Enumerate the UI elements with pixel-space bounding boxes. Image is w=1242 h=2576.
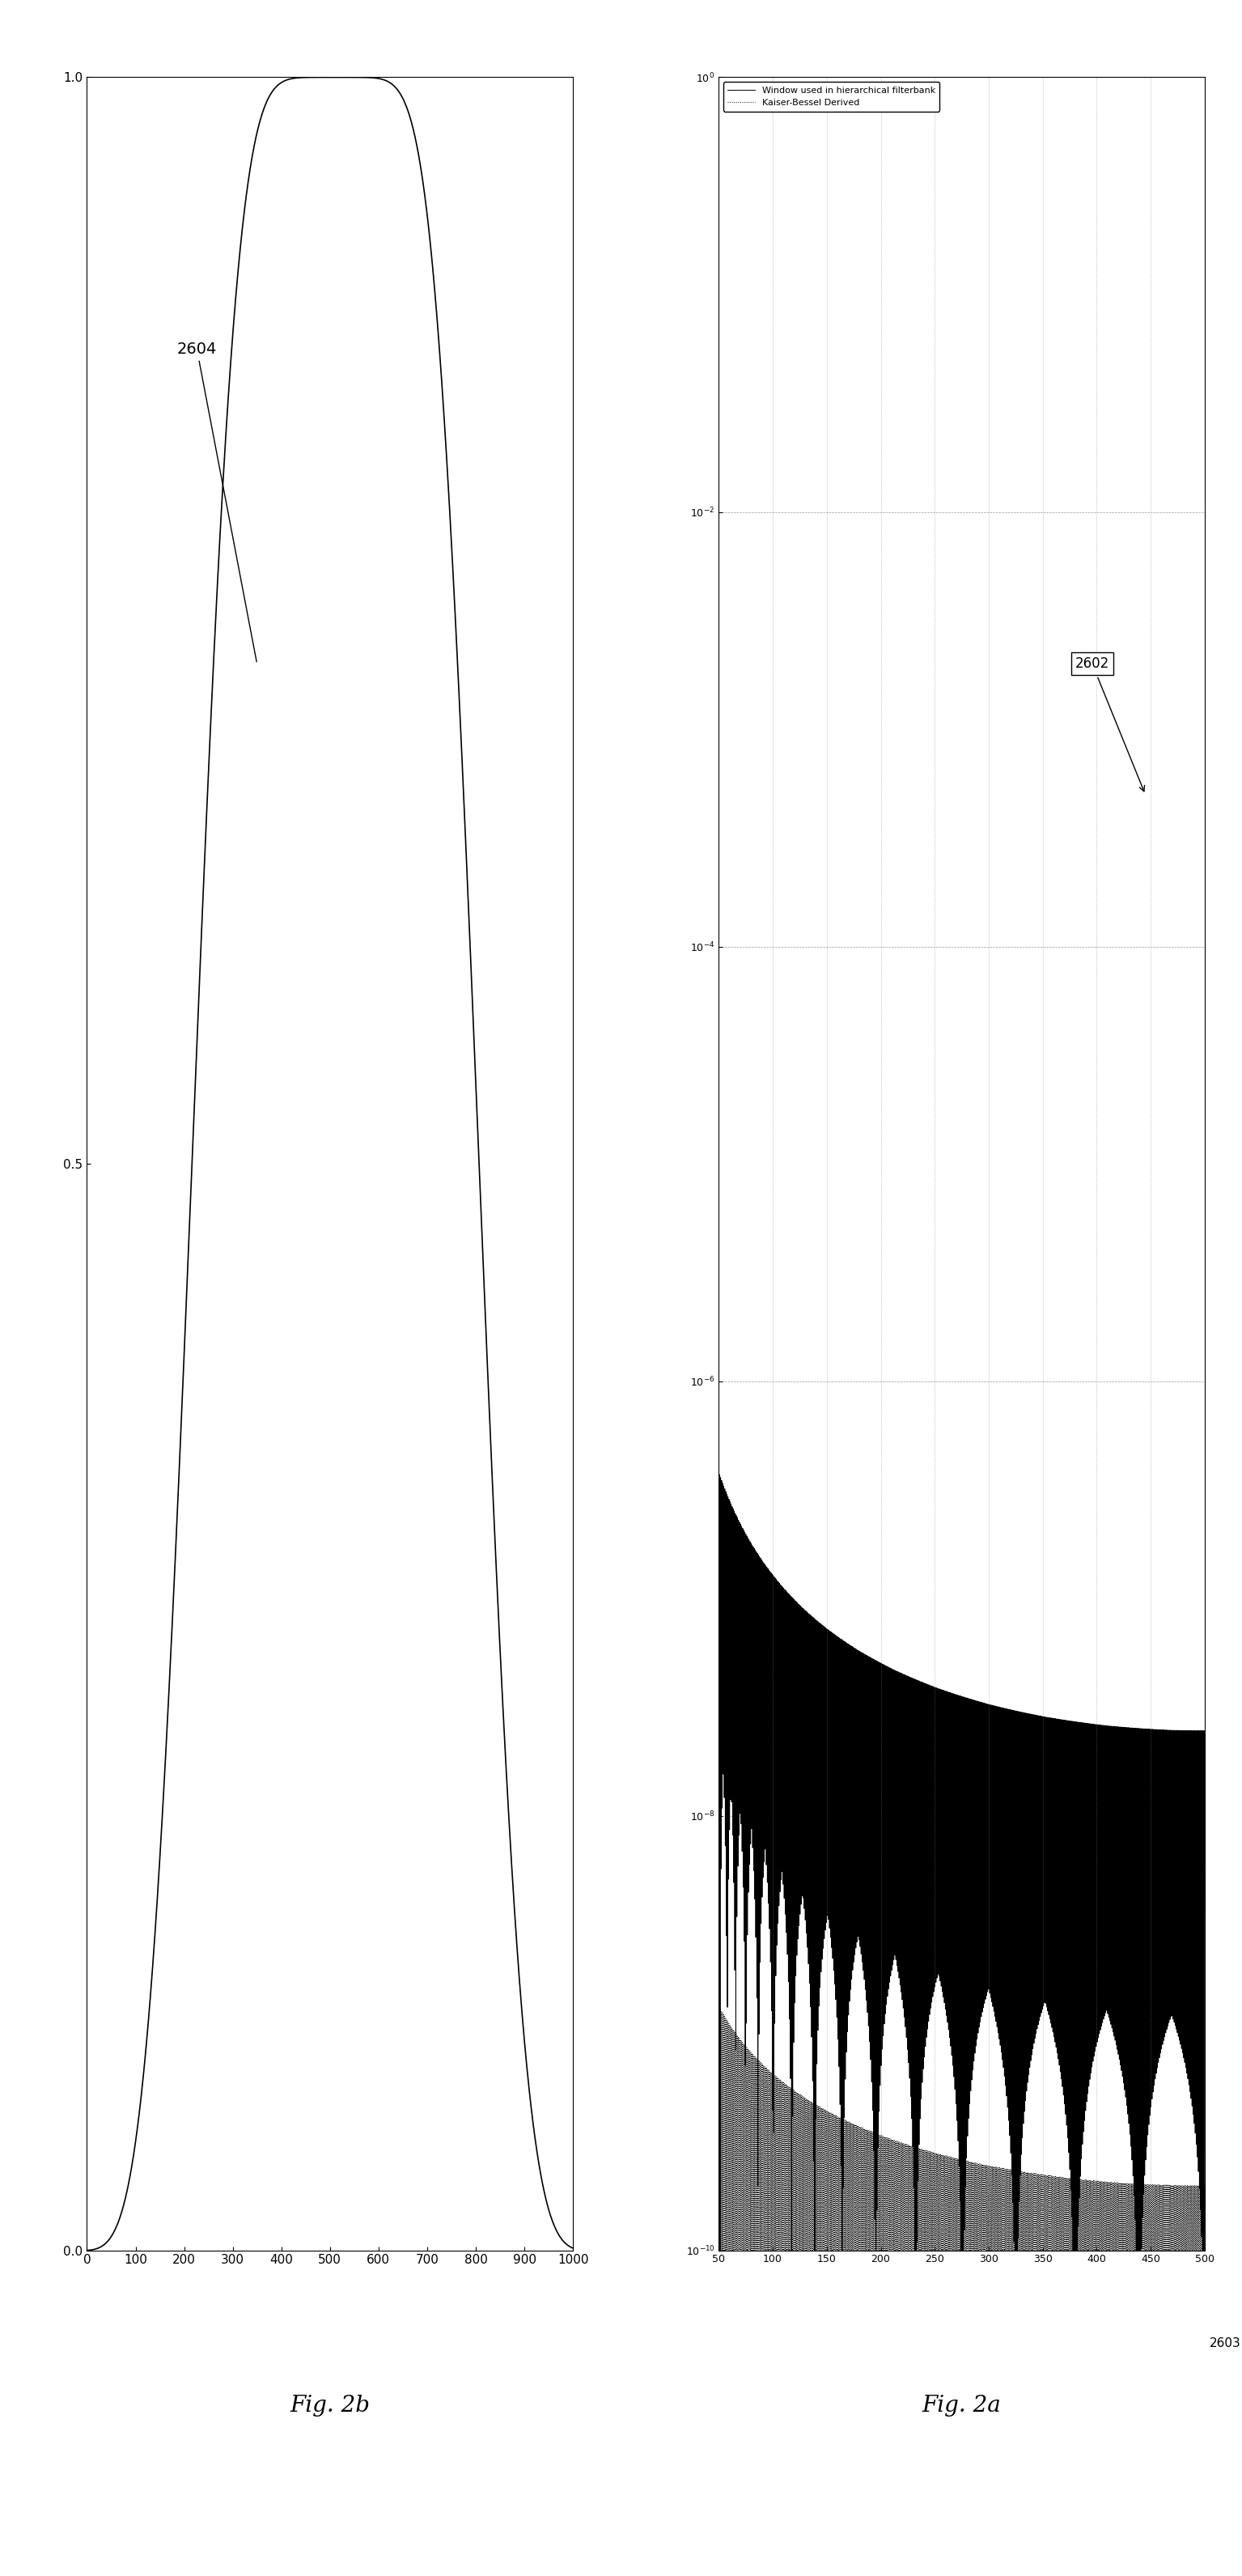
Kaiser-Bessel Derived — [687, 1950, 702, 1981]
Text: Fig. 2a: Fig. 2a — [923, 2396, 1001, 2416]
Kaiser-Bessel Derived — [1197, 2452, 1212, 2483]
Kaiser-Bessel Derived — [684, 2452, 699, 2483]
Kaiser-Bessel Derived — [792, 2087, 807, 2117]
Window used in hierarchical filterbank — [1197, 2452, 1212, 2483]
Kaiser-Bessel Derived — [1158, 2293, 1172, 2324]
Window used in hierarchical filterbank — [868, 2452, 883, 2483]
Window used in hierarchical filterbank — [1170, 1754, 1185, 1785]
Legend: Window used in hierarchical filterbank, Kaiser-Bessel Derived: Window used in hierarchical filterbank, … — [723, 82, 940, 111]
Kaiser-Bessel Derived — [1088, 2339, 1103, 2370]
Text: 2602: 2602 — [1076, 657, 1144, 791]
Window used in hierarchical filterbank — [657, 62, 672, 93]
Line: Window used in hierarchical filterbank: Window used in hierarchical filterbank — [664, 77, 1205, 2468]
Kaiser-Bessel Derived — [657, 62, 672, 93]
Window used in hierarchical filterbank — [687, 1386, 702, 1417]
Window used in hierarchical filterbank — [1088, 1837, 1103, 1868]
Text: 2604: 2604 — [176, 340, 257, 662]
Window used in hierarchical filterbank — [792, 1628, 807, 1659]
Text: 2603: 2603 — [1210, 2336, 1241, 2349]
Line: Kaiser-Bessel Derived: Kaiser-Bessel Derived — [664, 77, 1205, 2468]
Text: Fig. 2b: Fig. 2b — [289, 2396, 370, 2416]
Window used in hierarchical filterbank — [1010, 1698, 1025, 1728]
Window used in hierarchical filterbank — [1158, 1852, 1172, 1883]
Kaiser-Bessel Derived — [1170, 2210, 1185, 2241]
Kaiser-Bessel Derived — [1010, 2161, 1025, 2192]
